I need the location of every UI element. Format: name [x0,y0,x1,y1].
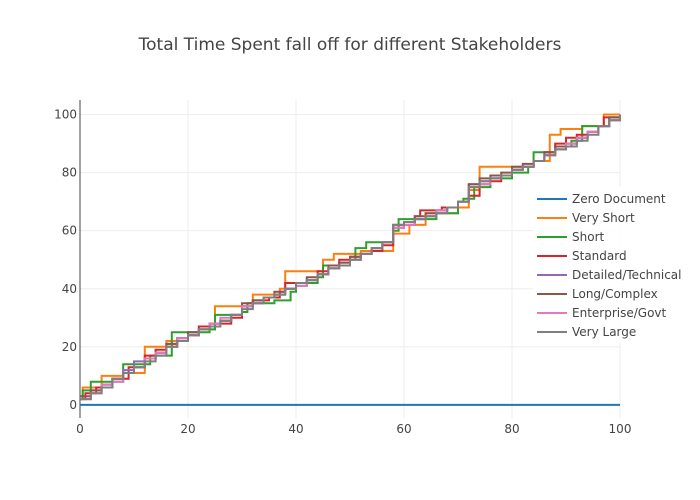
legend-label: Very Large [572,325,636,339]
x-tick-label: 0 [76,422,84,436]
x-tick-label: 60 [396,422,411,436]
y-tick-label: 40 [62,282,77,296]
y-tick-label: 0 [69,398,77,412]
series-line-7 [80,114,621,401]
x-tick-label: 20 [180,422,195,436]
legend-background [533,187,693,343]
series-line-1 [80,113,620,398]
legend-label: Zero Document [572,192,666,206]
y-tick-label: 100 [54,108,77,122]
legend-label: Standard [572,249,627,263]
axes: 0 20 40 60 80 100 0 20 40 60 80 100 [54,100,631,436]
y-tick-label: 60 [62,224,77,238]
x-tick-label: 40 [288,422,303,436]
chart-title: Total Time Spent fall off for different … [138,35,562,55]
legend-label: Very Short [572,211,635,225]
y-tick-label: 20 [62,340,77,354]
legend-label: Detailed/Technical [572,268,682,282]
x-tick-label: 80 [504,422,519,436]
legend: Zero Document Very Short Short Standard Deta… [533,187,693,343]
legend-label: Short [572,230,604,244]
y-tick-label: 80 [62,166,77,180]
series-lines [80,113,621,406]
x-tick-label: 100 [609,422,632,436]
legend-label: Long/Complex [572,287,658,301]
legend-label: Enterprise/Govt [572,306,667,320]
